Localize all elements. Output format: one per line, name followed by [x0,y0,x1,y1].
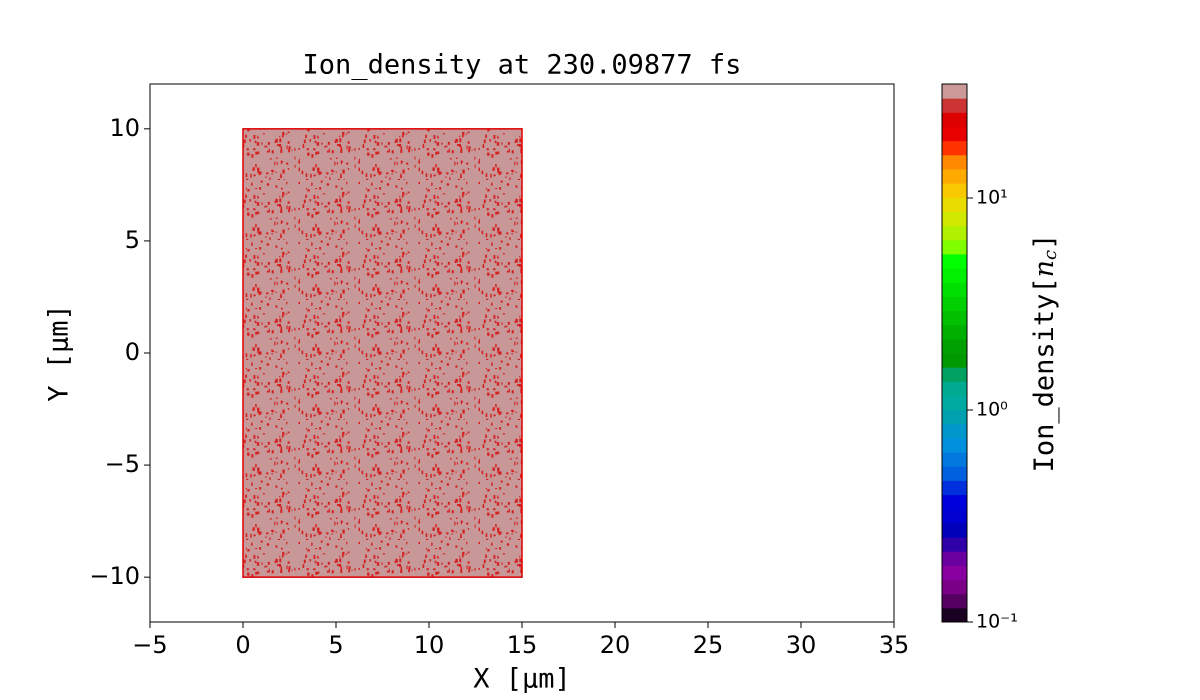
colorbar-band [942,253,967,269]
colorbar-label-part: n [1029,260,1060,277]
colorbar-band [942,197,967,212]
y-tick-label: −10 [89,562,140,590]
colorbar-band [942,324,967,340]
colorbar-band [942,168,967,184]
colorbar-label-part: ] [1029,234,1060,250]
colorbar-band [942,381,967,396]
colorbar-band [942,579,967,595]
colorbar-band [942,480,967,496]
y-tick-label: 0 [125,338,140,366]
y-axis-label: Y [μm] [44,304,75,402]
colorbar-band [942,126,967,142]
colorbar-band [942,409,967,425]
colorbar-band [942,551,967,566]
colorbar-band [942,522,967,538]
colorbar-band [942,353,967,368]
x-tick-label: 20 [600,631,631,659]
x-axis-label: X [μm] [473,664,571,695]
colorbar-label: Ion_density[nc] [1029,234,1062,473]
colorbar-frame [941,83,968,623]
x-tick-label: 5 [328,631,343,659]
chart-title: Ion_density at 230.09877 fs [303,50,742,81]
colorbar-band [942,338,967,354]
colorbar-band [942,437,967,453]
colorbar-band [942,310,967,326]
colorbar-band [942,395,967,411]
colorbar-band [942,98,967,113]
y-tick-label: −5 [105,450,140,478]
colorbar-band [942,140,967,156]
colorbar-band [942,183,967,198]
colorbar-band [942,466,967,481]
colorbar-band [942,452,967,467]
colorbar-band [942,367,967,382]
x-tick-label: 25 [693,631,724,659]
colorbar-label-part: Ion_density[ [1029,277,1060,472]
colorbar-band [942,239,967,255]
x-tick-label: 35 [879,631,910,659]
colorbar-band [942,494,967,510]
colorbar-band [942,508,967,524]
y-tick-label: 5 [125,226,140,254]
x-tick-label: 10 [414,631,445,659]
colorbar-band [942,154,967,170]
colorbar-band [942,112,967,127]
x-tick-label: 0 [235,631,250,659]
colorbar-tick-label: 10⁰ [976,399,1008,421]
density-region [242,128,523,578]
colorbar-band [942,593,967,609]
x-tick-label: 15 [507,631,538,659]
colorbar-band [942,225,967,241]
colorbar-band [942,211,967,227]
colorbar-band [942,296,967,312]
colorbar-band [942,565,967,581]
colorbar-band [942,84,967,99]
colorbar-band [942,423,967,439]
x-tick-label: 30 [786,631,817,659]
colorbar-band [942,537,967,552]
colorbar-band [942,607,967,623]
colorbar-label-part: c [1040,250,1061,260]
y-tick-label: 10 [109,114,140,142]
colorbar-band [942,282,967,297]
colorbar-tick-label: 10¹ [976,187,1008,209]
colorbar-tick-label: 10⁻¹ [976,611,1018,633]
x-tick-label: −5 [132,631,167,659]
colorbar-band [942,268,967,283]
